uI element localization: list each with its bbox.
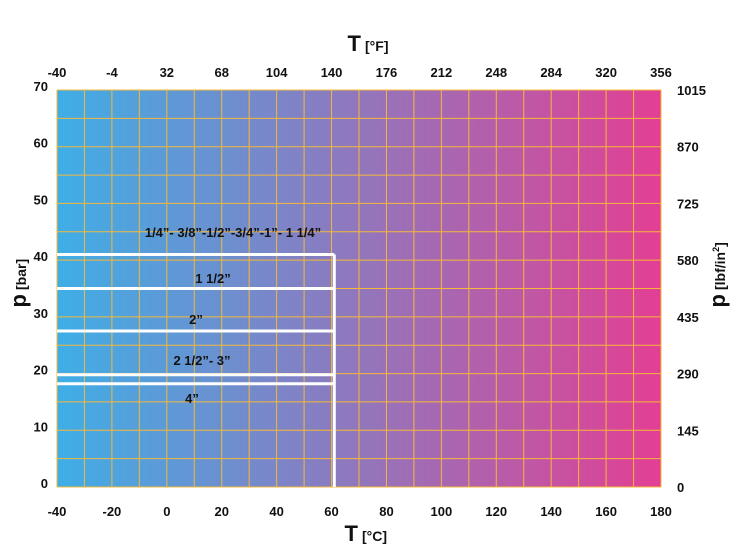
right-tick-label: 580	[677, 253, 699, 268]
top-tick-label: 212	[431, 65, 453, 80]
left-tick-label: 50	[34, 192, 48, 207]
bottom-axis-title: T	[345, 521, 359, 546]
left-tick-label: 20	[34, 363, 48, 378]
top-tick-label: 32	[160, 65, 174, 80]
top-tick-label: 68	[214, 65, 228, 80]
svg-text:p: p	[6, 294, 31, 307]
svg-text:[bar]: [bar]	[13, 259, 29, 290]
right-tick-label: 1015	[677, 83, 706, 98]
left-tick-label: 10	[34, 419, 48, 434]
bottom-tick-label: -20	[103, 504, 122, 519]
bottom-tick-label: 180	[650, 504, 672, 519]
svg-text:[lbf/in2]: [lbf/in2]	[711, 242, 728, 290]
top-tick-label: 320	[595, 65, 617, 80]
bottom-tick-label: 0	[163, 504, 170, 519]
series-label: 2”	[189, 312, 203, 327]
bottom-tick-label: 60	[324, 504, 338, 519]
top-axis-unit: [°F]	[365, 38, 388, 54]
right-tick-label: 870	[677, 140, 699, 155]
series-label: 4”	[185, 391, 199, 406]
bottom-tick-label: 160	[595, 504, 617, 519]
left-tick-label: 60	[34, 136, 48, 151]
pressure-limit-lines	[57, 252, 336, 487]
top-axis-title: T	[348, 31, 362, 56]
svg-text:p: p	[705, 294, 730, 307]
top-tick-label: -40	[48, 65, 67, 80]
right-tick-label: 725	[677, 196, 699, 211]
left-tick-label: 70	[34, 79, 48, 94]
top-tick-label: 356	[650, 65, 672, 80]
top-tick-label: 104	[266, 65, 288, 80]
left-axis-title: p [bar]	[6, 259, 31, 308]
bottom-tick-label: 100	[431, 504, 453, 519]
right-tick-label: 0	[677, 480, 684, 495]
series-label: 1 1/2”	[195, 271, 230, 286]
top-tick-label: 176	[376, 65, 398, 80]
series-annotations: 1/4”- 3/8”-1/2”-3/4”-1”- 1 1/4” 1 1/2” 2” 2…	[145, 225, 321, 406]
top-tick-label: 248	[485, 65, 507, 80]
left-tick-label: 40	[34, 249, 48, 264]
right-tick-label: 435	[677, 310, 699, 325]
left-tick-label: 0	[41, 476, 48, 491]
top-tick-label: 140	[321, 65, 343, 80]
bottom-tick-label: 20	[214, 504, 228, 519]
bottom-tick-label: 140	[540, 504, 562, 519]
series-label: 1/4”- 3/8”-1/2”-3/4”-1”- 1 1/4”	[145, 225, 321, 240]
left-tick-label: 30	[34, 306, 48, 321]
bottom-tick-label: 80	[379, 504, 393, 519]
right-tick-label: 145	[677, 423, 699, 438]
bottom-axis-unit: [°C]	[362, 528, 387, 544]
right-tick-label: 290	[677, 367, 699, 382]
right-axis-title: p [lbf/in2]	[705, 242, 730, 307]
bottom-tick-label: -40	[48, 504, 67, 519]
tick-labels: -40 -20 0 20 40 60 80 100 120 140 160 180-40 -4 32 68 1…	[34, 65, 706, 519]
bottom-tick-label: 120	[485, 504, 507, 519]
top-tick-label: -4	[106, 65, 118, 80]
top-tick-label: 284	[540, 65, 562, 80]
series-label: 2 1/2”- 3”	[173, 353, 230, 368]
bottom-tick-label: 40	[269, 504, 283, 519]
